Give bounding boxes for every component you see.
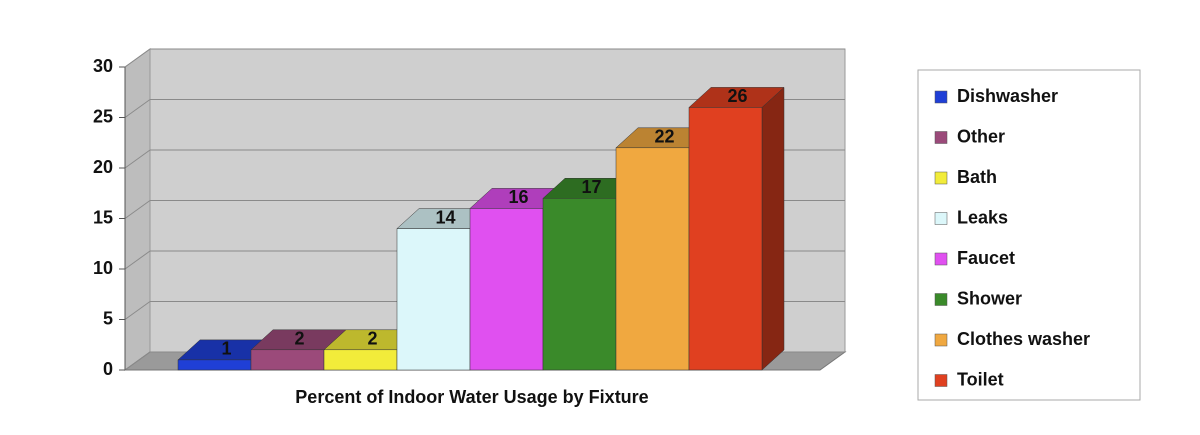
legend-label: Clothes washer — [957, 329, 1090, 349]
bar — [250, 349, 325, 371]
grid-line — [124, 250, 151, 270]
legend-swatch — [934, 90, 948, 104]
bar — [323, 349, 398, 371]
legend-swatch — [934, 333, 948, 347]
data-label: 26 — [727, 86, 747, 106]
bar — [688, 107, 763, 371]
legend-swatch — [934, 293, 948, 306]
bar — [615, 147, 690, 371]
legend-label: Dishwasher — [957, 86, 1058, 106]
grid-line — [124, 200, 151, 219]
y-tick-label: 5 — [103, 308, 113, 328]
bar — [177, 359, 252, 371]
grid-line — [124, 48, 151, 68]
bar — [542, 198, 617, 371]
data-label: 22 — [654, 127, 674, 147]
y-tick-label: 30 — [93, 56, 113, 76]
data-label: 17 — [581, 177, 601, 197]
legend-label: Other — [957, 126, 1005, 146]
y-tick-label: 25 — [93, 106, 113, 126]
bar-side — [761, 86, 785, 371]
data-label: 2 — [294, 329, 304, 349]
y-tick-label: 20 — [93, 157, 113, 177]
data-label: 14 — [435, 207, 455, 227]
grid-line — [124, 149, 151, 169]
grid-line — [124, 351, 151, 371]
legend-swatch — [934, 131, 948, 144]
legend-swatch — [934, 171, 948, 185]
legend-label: Leaks — [957, 207, 1008, 227]
legend-label: Faucet — [957, 248, 1015, 268]
legend-swatch — [934, 374, 948, 387]
grid-line — [124, 301, 151, 320]
legend-swatch — [934, 212, 948, 225]
data-label: 1 — [221, 339, 231, 359]
legend-swatch — [934, 252, 948, 266]
legend-label: Toilet — [957, 369, 1004, 389]
bar — [469, 208, 544, 371]
legend-box — [917, 69, 1141, 401]
bar — [396, 228, 471, 371]
y-tick-label: 15 — [93, 207, 113, 227]
legend-label: Bath — [957, 167, 997, 187]
grid-line — [124, 99, 151, 118]
y-tick-label: 0 — [103, 359, 113, 379]
x-axis-title: Percent of Indoor Water Usage by Fixture — [295, 387, 648, 407]
data-label: 16 — [508, 187, 528, 207]
y-tick-label: 10 — [93, 258, 113, 278]
legend-label: Shower — [957, 288, 1022, 308]
data-label: 2 — [367, 329, 377, 349]
